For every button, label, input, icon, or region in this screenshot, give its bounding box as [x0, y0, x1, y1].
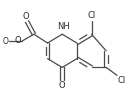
Text: O: O	[23, 12, 29, 21]
Text: O: O	[15, 36, 21, 45]
Text: Cl: Cl	[87, 11, 96, 20]
Text: O: O	[3, 37, 8, 46]
Text: O: O	[59, 81, 65, 90]
Text: NH: NH	[57, 22, 70, 31]
Text: Cl: Cl	[118, 76, 126, 85]
